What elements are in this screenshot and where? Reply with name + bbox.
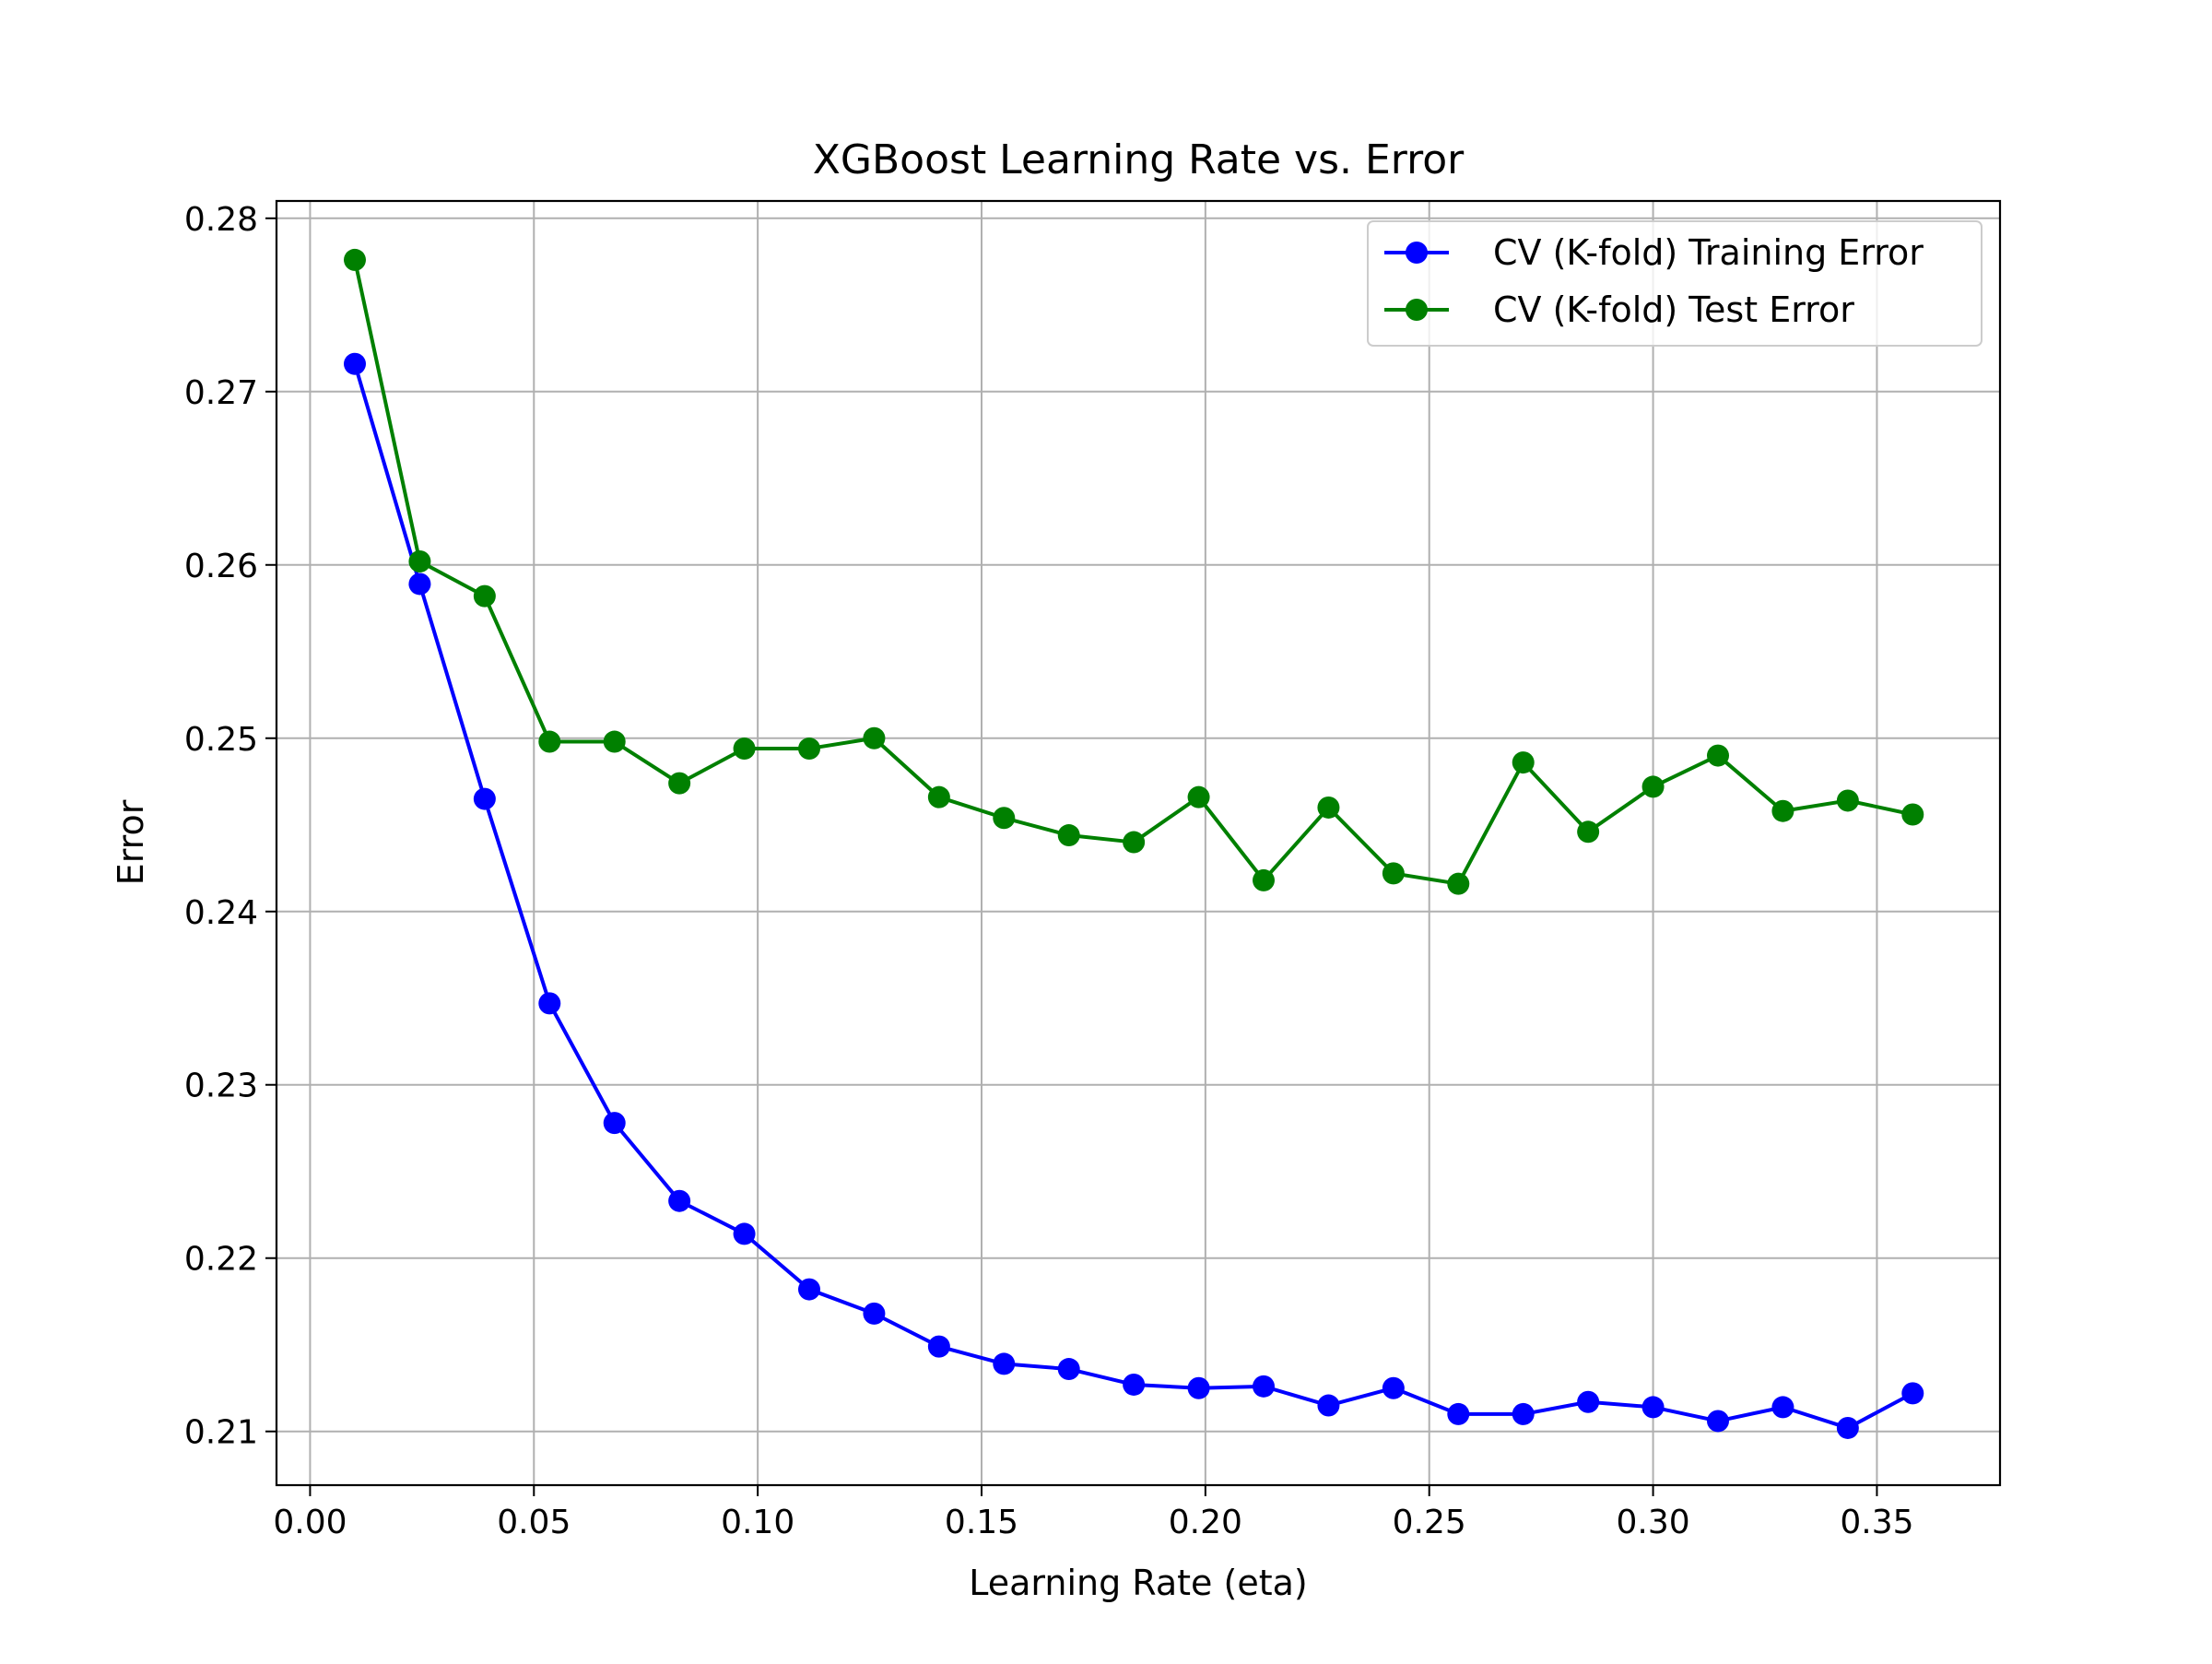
chart-title: XGBoost Learning Rate vs. Error bbox=[813, 136, 1465, 183]
data-point-training bbox=[1836, 1416, 1859, 1439]
x-tick-label: 0.10 bbox=[721, 1504, 794, 1541]
data-point-training bbox=[927, 1335, 950, 1358]
x-tick-label: 0.15 bbox=[945, 1504, 1018, 1541]
y-tick-label: 0.27 bbox=[184, 374, 258, 412]
x-tick-label: 0.20 bbox=[1169, 1504, 1242, 1541]
data-point-training bbox=[733, 1222, 756, 1245]
data-point-training bbox=[1187, 1376, 1210, 1399]
x-tick-label: 0.35 bbox=[1840, 1504, 1913, 1541]
data-point-training bbox=[1123, 1373, 1146, 1396]
data-point-training bbox=[408, 572, 431, 596]
y-tick-label: 0.28 bbox=[184, 201, 258, 239]
data-point-test bbox=[603, 730, 626, 753]
data-point-test bbox=[408, 550, 431, 573]
data-point-training bbox=[668, 1189, 691, 1212]
data-point-training bbox=[1253, 1375, 1275, 1398]
data-point-test bbox=[1123, 831, 1146, 854]
x-tick-label: 0.25 bbox=[1393, 1504, 1466, 1541]
legend-label-test: CV (K-fold) Test Error bbox=[1493, 289, 1854, 330]
series-layer bbox=[344, 248, 1924, 1439]
y-axis-label: Error bbox=[111, 799, 151, 885]
y-tick-label: 0.21 bbox=[184, 1414, 258, 1452]
data-point-test bbox=[993, 807, 1016, 830]
data-point-test bbox=[1057, 824, 1080, 847]
x-axis-label: Learning Rate (eta) bbox=[969, 1563, 1307, 1603]
legend: CV (K-fold) Training Error CV (K-fold) T… bbox=[1367, 220, 1983, 347]
data-point-test bbox=[927, 785, 950, 808]
data-point-test bbox=[1836, 789, 1859, 812]
y-tick-label: 0.26 bbox=[184, 548, 258, 585]
data-point-training bbox=[1901, 1382, 1924, 1405]
data-point-test bbox=[344, 248, 366, 271]
data-point-training bbox=[603, 1112, 626, 1135]
legend-marker-test bbox=[1406, 299, 1428, 321]
data-point-test bbox=[1317, 796, 1340, 819]
data-point-training bbox=[993, 1352, 1016, 1375]
data-point-training bbox=[1057, 1358, 1080, 1381]
data-point-training bbox=[863, 1302, 886, 1325]
legend-box bbox=[1367, 220, 1983, 347]
data-point-training bbox=[344, 352, 366, 375]
y-axis-ticks: 0.21 0.22 0.23 0.24 0.25 0.26 0.27 0.28 bbox=[184, 201, 276, 1452]
data-point-training bbox=[1512, 1402, 1535, 1425]
data-point-test bbox=[1447, 872, 1470, 895]
data-point-training bbox=[798, 1278, 820, 1301]
data-point-training bbox=[1577, 1390, 1600, 1413]
y-tick-label: 0.23 bbox=[184, 1068, 258, 1105]
data-point-training bbox=[538, 992, 561, 1015]
data-point-test bbox=[1577, 820, 1600, 844]
data-point-test bbox=[1382, 862, 1405, 885]
data-point-training bbox=[1641, 1396, 1665, 1419]
data-point-training bbox=[1317, 1394, 1340, 1417]
y-tick-label: 0.22 bbox=[184, 1241, 258, 1279]
data-point-training bbox=[473, 787, 496, 810]
data-point-test bbox=[538, 730, 561, 753]
data-point-training bbox=[1707, 1410, 1729, 1433]
data-point-test bbox=[668, 772, 691, 795]
data-point-test bbox=[1901, 803, 1924, 826]
data-point-test bbox=[733, 738, 756, 761]
y-tick-label: 0.25 bbox=[184, 721, 258, 759]
data-point-test bbox=[473, 584, 496, 608]
grid bbox=[276, 201, 2000, 1485]
data-point-test bbox=[1707, 744, 1729, 767]
legend-marker-training bbox=[1406, 242, 1428, 264]
data-point-test bbox=[1771, 799, 1794, 822]
x-tick-label: 0.00 bbox=[273, 1504, 347, 1541]
data-point-test bbox=[1253, 868, 1275, 891]
data-point-test bbox=[1641, 775, 1665, 798]
y-tick-label: 0.24 bbox=[184, 894, 258, 932]
data-point-test bbox=[1512, 751, 1535, 774]
data-point-test bbox=[1187, 785, 1210, 808]
x-axis-ticks: 0.00 0.05 0.10 0.15 0.20 0.25 0.30 0.35 bbox=[273, 1485, 1914, 1541]
legend-label-training: CV (K-fold) Training Error bbox=[1493, 232, 1924, 273]
x-tick-label: 0.05 bbox=[497, 1504, 571, 1541]
data-point-training bbox=[1447, 1402, 1470, 1425]
x-tick-label: 0.30 bbox=[1616, 1504, 1689, 1541]
data-point-test bbox=[863, 726, 886, 749]
data-point-training bbox=[1771, 1396, 1794, 1419]
data-point-test bbox=[798, 738, 820, 761]
data-point-training bbox=[1382, 1376, 1405, 1399]
axes-frame bbox=[275, 199, 2002, 1487]
